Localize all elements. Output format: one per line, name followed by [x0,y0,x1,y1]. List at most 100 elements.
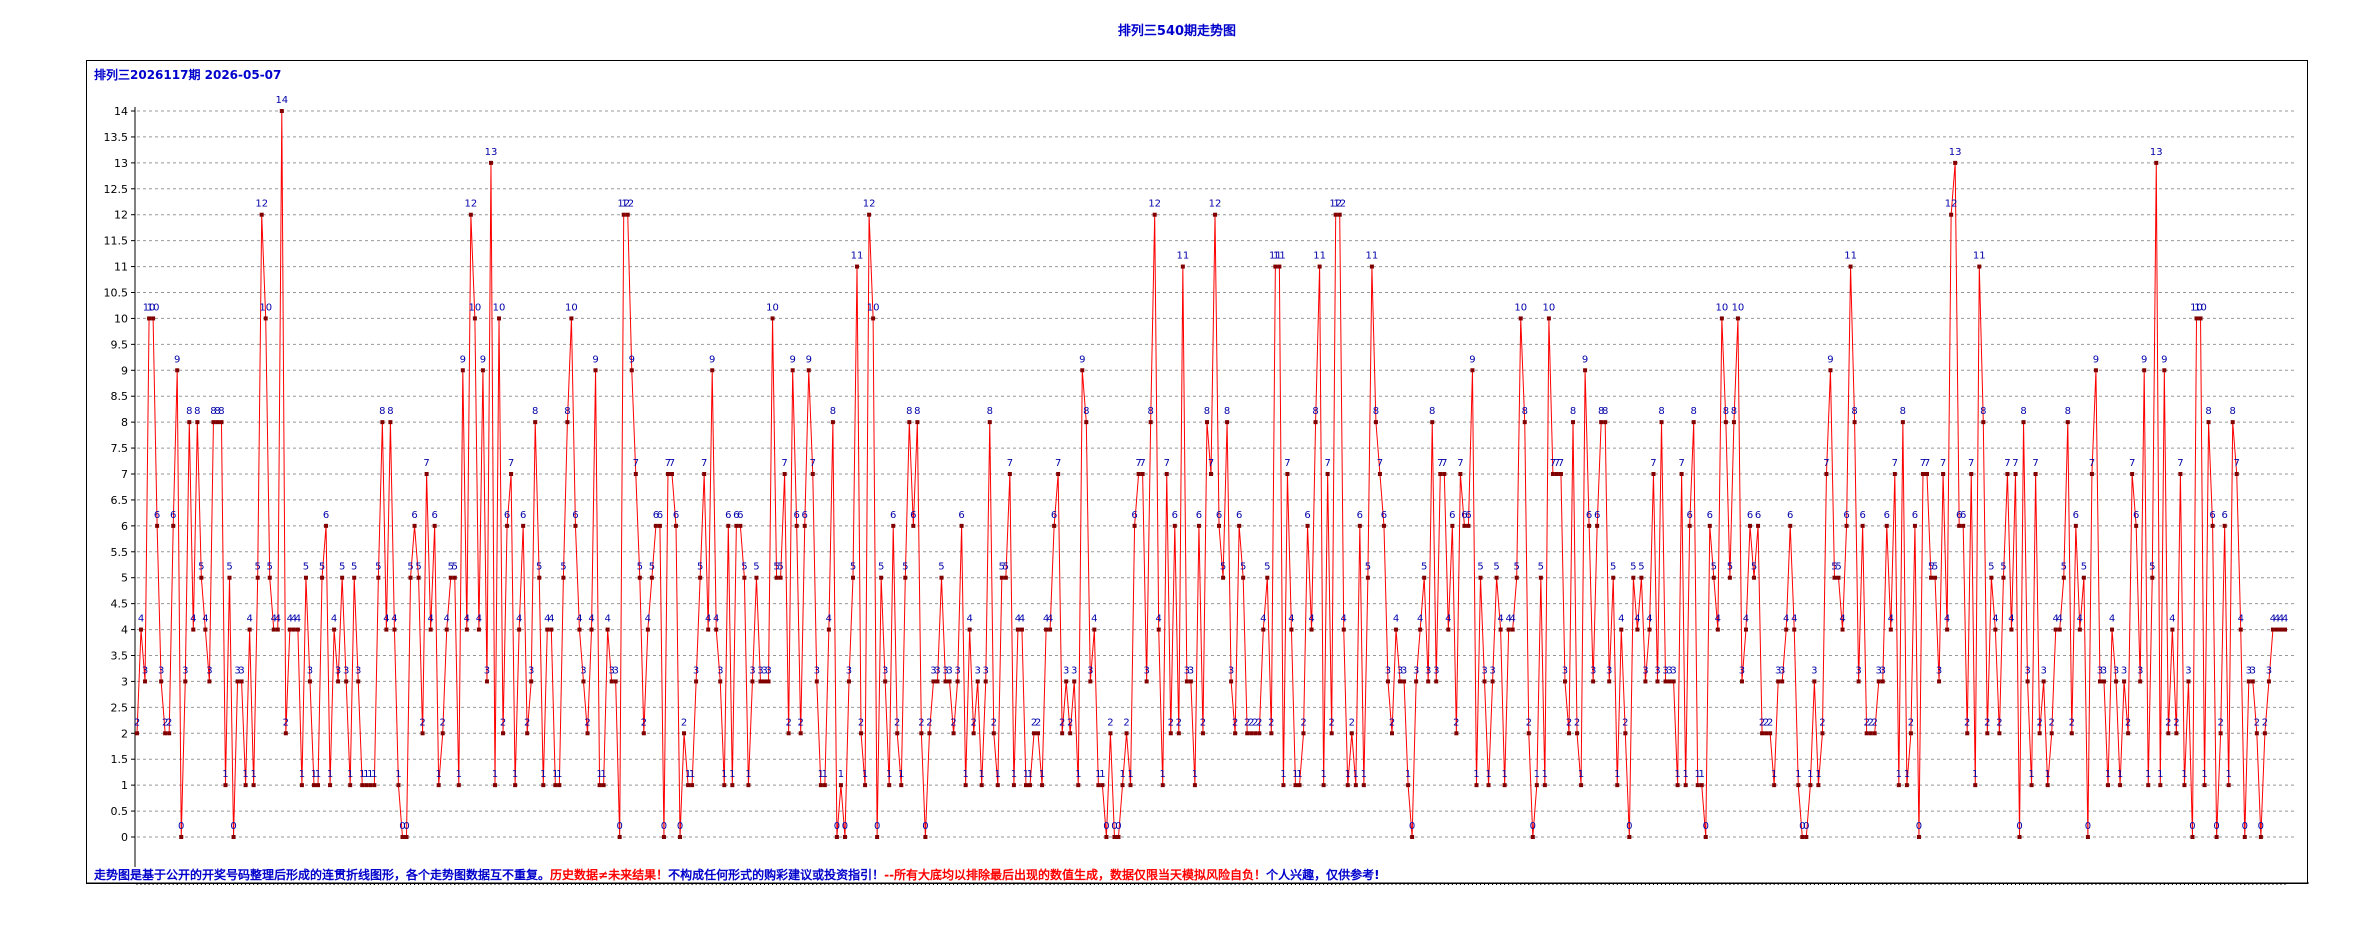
data-point [826,627,831,632]
data-point [1876,679,1881,684]
data-point [2001,575,2006,580]
data-point [1148,420,1153,425]
data-label: 2 [1168,717,1174,728]
data-label: 10 [1543,302,1556,313]
data-label: 6 [725,510,731,521]
data-label: 1 [1501,769,1507,780]
data-point [1699,783,1704,788]
data-label: 3 [1228,665,1234,676]
data-label: 5 [2000,562,2006,573]
data-label: 12 [1945,199,1958,210]
data-label: 4 [548,614,554,625]
data-point [1937,679,1942,684]
data-label: 1 [1795,769,1801,780]
data-point [1510,627,1515,632]
data-point [1752,575,1757,580]
data-label: 1 [822,769,828,780]
data-point [1908,731,1913,736]
data-label: 6 [1960,510,1966,521]
data-point [1916,835,1921,839]
data-label: 5 [254,562,260,573]
data-label: 3 [693,665,699,676]
data-point [1530,835,1535,839]
data-point [2254,731,2259,736]
data-point [1120,783,1125,788]
data-point [774,575,779,580]
data-label: 5 [1610,562,1616,573]
data-label: 3 [1662,665,1668,676]
data-point [1225,420,1230,425]
data-point [2238,627,2243,632]
data-label: 8 [830,406,836,417]
data-point [416,575,421,580]
data-label: 10 [143,302,156,313]
data-label: 2 [2173,717,2179,728]
data-point [2158,783,2163,788]
data-label: 4 [1618,614,1624,625]
data-point [621,212,626,217]
data-point [360,783,365,788]
data-point [1607,679,1612,684]
y-tick-label: 13.5 [104,131,129,144]
data-point [191,627,196,632]
data-point [2029,783,2034,788]
data-point [1345,783,1350,788]
data-label: 9 [174,354,180,365]
data-point [1490,679,1495,684]
data-point [1188,679,1193,684]
data-point [1317,264,1322,269]
data-point [227,575,232,580]
data-label: 0 [1916,821,1922,832]
y-tick-label: 1.5 [111,753,129,766]
data-label: 3 [1087,665,1093,676]
data-label: 6 [1594,510,1600,521]
data-label: 6 [431,510,437,521]
data-point [135,731,139,736]
chart-subtitle: 排列三2026117期 2026-05-07 [94,68,282,82]
data-point [1474,783,1479,788]
data-point [569,316,574,321]
data-point [1209,472,1213,476]
data-point [1579,783,1584,788]
data-label: 3 [2040,665,2046,676]
data-point [263,316,268,321]
data-point [448,575,453,580]
data-label: 3 [1071,665,1077,676]
data-point [1369,264,1374,269]
data-point [674,523,679,528]
data-point [1687,523,1692,528]
data-label: 5 [415,562,421,573]
data-point [239,679,244,684]
data-point [585,731,590,736]
data-label: 9 [2093,354,2099,365]
data-label: 2 [1574,717,1580,728]
data-point [1100,783,1105,788]
data-point [541,783,546,788]
data-point [167,731,172,736]
data-label: 4 [202,614,208,625]
data-label: 2 [419,717,425,728]
data-label: 9 [1582,354,1588,365]
data-point [1213,212,1218,217]
data-label: 3 [580,665,586,676]
data-point [1965,731,1970,736]
data-label: 5 [741,562,747,573]
data-point [1739,679,1744,684]
data-label: 5 [1711,562,1717,573]
data-label: 3 [1401,665,1407,676]
data-label: 3 [765,665,771,676]
data-point [1719,316,1724,321]
data-point [2194,316,2199,321]
data-point [380,420,385,425]
data-point [746,783,751,788]
data-label: 1 [552,769,558,780]
data-label: 2 [785,717,791,728]
data-label: 4 [1341,614,1347,625]
data-point [1567,731,1571,736]
data-point [1156,627,1161,632]
data-label: 2 [1248,717,1254,728]
data-point [1583,368,1588,373]
footnote-part5: 个人兴趣，仅供参考! [1266,868,1380,882]
data-label: 2 [1256,717,1262,728]
data-label: 8 [1602,406,1608,417]
